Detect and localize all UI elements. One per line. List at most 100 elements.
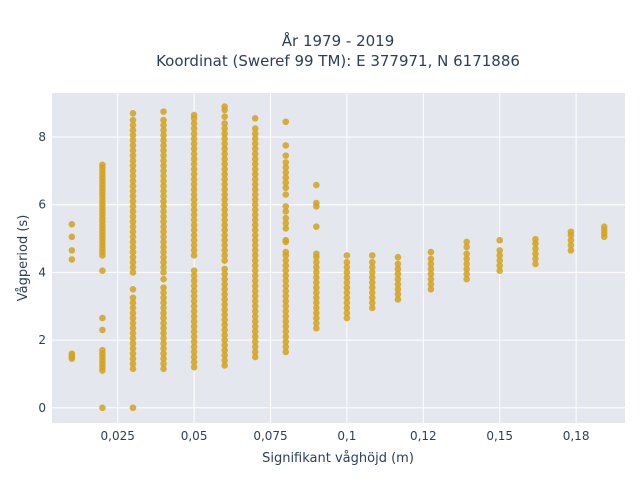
data-point <box>251 297 259 305</box>
data-point <box>129 360 137 368</box>
data-point <box>129 238 137 246</box>
data-point <box>282 203 290 210</box>
data-point <box>160 126 167 134</box>
data-point <box>221 336 228 344</box>
data-point <box>160 350 167 357</box>
data-point <box>160 228 167 236</box>
data-point <box>160 233 167 241</box>
y-tick-labels: 0 2 4 6 8 <box>38 130 46 415</box>
data-point <box>129 121 137 129</box>
data-point <box>160 330 167 337</box>
data-point <box>160 304 167 312</box>
data-point <box>221 216 228 224</box>
data-point <box>343 294 351 302</box>
data-point <box>160 208 167 215</box>
data-point <box>463 243 471 251</box>
data-point <box>99 404 106 412</box>
data-point <box>190 252 198 259</box>
data-point <box>343 284 351 291</box>
data-point <box>221 257 228 264</box>
data-point <box>282 277 290 285</box>
data-point <box>282 262 290 269</box>
data-point <box>394 270 402 278</box>
data-point <box>313 264 320 271</box>
data-point <box>496 267 504 274</box>
data-point <box>427 275 435 283</box>
data-point <box>251 343 259 351</box>
data-point <box>190 125 198 132</box>
y-axis-title: Vågperiod (s) <box>16 215 31 302</box>
data-point <box>394 286 402 293</box>
data-point <box>221 311 228 318</box>
data-point <box>190 120 198 127</box>
data-point <box>129 248 137 256</box>
data-point <box>313 299 320 307</box>
data-point <box>190 186 198 193</box>
data-point <box>221 206 228 214</box>
data-point <box>190 247 198 254</box>
data-point <box>496 252 504 259</box>
data-point <box>221 165 228 173</box>
data-point <box>129 182 137 190</box>
data-point <box>463 265 471 273</box>
data-point <box>496 257 504 264</box>
data-point <box>221 247 228 254</box>
data-point <box>129 162 137 170</box>
data-point <box>394 265 402 273</box>
data-point <box>532 235 539 243</box>
data-point <box>129 243 137 251</box>
data-point <box>251 252 259 259</box>
data-point <box>190 231 198 239</box>
data-point <box>221 176 228 183</box>
data-point <box>68 221 76 228</box>
data-point <box>160 172 167 180</box>
data-point <box>160 177 167 185</box>
data-point <box>282 313 290 320</box>
data-point <box>368 289 376 296</box>
data-point <box>313 269 320 276</box>
data-point <box>99 346 106 354</box>
data-point <box>129 233 137 241</box>
data-point <box>129 335 137 342</box>
data-point <box>251 287 259 295</box>
data-point <box>313 314 320 322</box>
x-tick-label: 0,075 <box>253 429 287 443</box>
data-point <box>343 269 351 276</box>
data-point <box>251 145 259 153</box>
data-point <box>190 333 198 340</box>
data-point <box>129 116 137 124</box>
data-point <box>190 358 198 366</box>
data-point <box>251 262 259 269</box>
data-point <box>190 111 198 119</box>
data-point <box>221 135 228 142</box>
data-point <box>251 323 259 330</box>
data-point <box>221 211 228 219</box>
data-point <box>129 137 137 144</box>
data-point <box>343 314 351 322</box>
data-point <box>221 265 228 273</box>
data-point <box>251 333 259 340</box>
data-point <box>221 316 228 324</box>
data-point <box>129 213 137 220</box>
data-point <box>221 280 228 288</box>
data-point <box>160 275 167 283</box>
data-point <box>251 165 259 173</box>
data-point <box>282 297 290 305</box>
data-point <box>251 267 259 274</box>
data-point <box>313 289 320 296</box>
data-point <box>532 245 539 252</box>
data-point <box>190 242 198 249</box>
data-point <box>343 279 351 286</box>
data-point <box>190 308 198 315</box>
data-point <box>129 167 137 175</box>
data-point <box>282 159 290 166</box>
data-point <box>282 169 290 176</box>
data-point <box>160 253 167 261</box>
data-point <box>190 216 198 224</box>
chart-title-line-1: År 1979 - 2019 <box>282 31 395 50</box>
data-point <box>190 328 198 335</box>
data-point <box>190 135 198 142</box>
data-point <box>600 223 608 230</box>
data-point <box>251 170 259 178</box>
data-point <box>160 324 167 332</box>
